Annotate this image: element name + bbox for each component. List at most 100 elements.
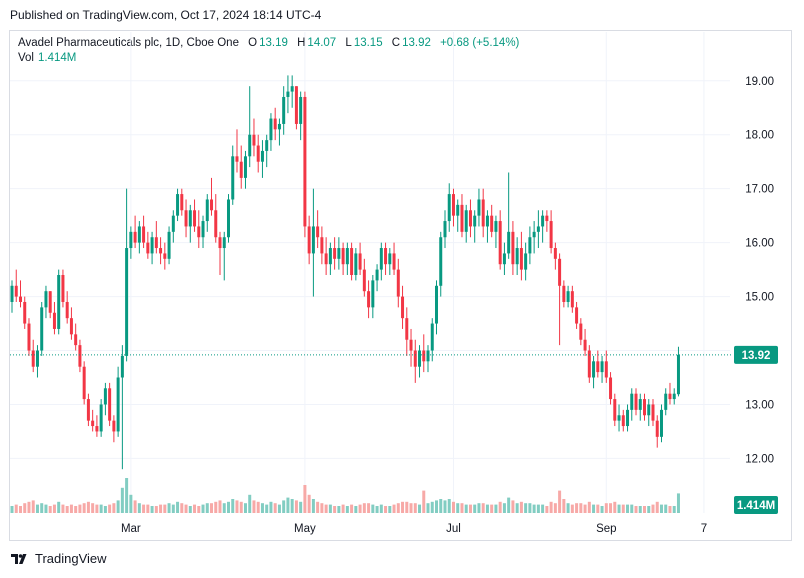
candle-body bbox=[23, 301, 27, 324]
tradingview-logo-icon bbox=[11, 553, 27, 564]
candle-body bbox=[371, 280, 375, 308]
candle-body bbox=[10, 285, 14, 302]
volume-bar bbox=[401, 501, 405, 513]
volume-bar bbox=[205, 503, 209, 513]
volume-bar bbox=[498, 501, 502, 513]
volume-bar bbox=[265, 504, 269, 513]
volume-bar bbox=[643, 506, 647, 513]
last-volume-badge bbox=[734, 496, 778, 514]
volume-bar bbox=[468, 504, 472, 513]
candle-body bbox=[184, 210, 188, 227]
candle-body bbox=[120, 355, 124, 378]
candle-body bbox=[668, 393, 672, 400]
volume-bar bbox=[99, 504, 103, 513]
footer-brand[interactable]: TradingView bbox=[10, 551, 107, 566]
volume-bar bbox=[137, 503, 141, 513]
candle-body bbox=[396, 269, 400, 297]
candle-body bbox=[95, 426, 99, 432]
last-price-label: 13.92 bbox=[742, 350, 771, 362]
volume-bar bbox=[617, 504, 621, 513]
volume-bar bbox=[494, 504, 498, 513]
open-value: 13.19 bbox=[259, 37, 288, 49]
candle-body bbox=[609, 377, 613, 400]
candle-body bbox=[18, 296, 22, 302]
candle-body bbox=[485, 215, 489, 227]
volume-bar bbox=[108, 504, 112, 513]
volume-bar bbox=[575, 503, 579, 513]
volume-bar bbox=[507, 497, 511, 513]
volume-bar bbox=[222, 503, 226, 513]
candle-body bbox=[502, 253, 506, 265]
volume-bar bbox=[418, 504, 422, 513]
volume-bar bbox=[239, 501, 243, 513]
candle-body bbox=[116, 377, 120, 432]
x-tick-label: Sep bbox=[596, 523, 616, 535]
candle-body bbox=[473, 215, 477, 227]
candle-body bbox=[676, 354, 680, 395]
volume-bar bbox=[146, 504, 150, 513]
candle-body bbox=[524, 253, 528, 270]
grid-lines bbox=[10, 32, 730, 513]
volume-bar bbox=[664, 504, 668, 513]
volume-bar bbox=[316, 501, 320, 513]
candle-body bbox=[494, 221, 498, 232]
candle-body bbox=[27, 323, 31, 351]
candle-body bbox=[260, 150, 264, 162]
candle-body bbox=[214, 210, 218, 238]
candle-body bbox=[294, 86, 298, 124]
candle-body bbox=[613, 399, 617, 421]
candle-body bbox=[604, 361, 608, 378]
last-volume-label: 1.414M bbox=[737, 500, 775, 512]
candle-body bbox=[664, 393, 668, 410]
candle-body bbox=[553, 248, 557, 259]
volume-bar bbox=[120, 487, 124, 513]
volume-bar bbox=[392, 504, 396, 513]
y-tick-label: 13.00 bbox=[745, 399, 774, 411]
volume-bar bbox=[112, 503, 116, 513]
candle-body bbox=[405, 318, 409, 340]
volume-bar bbox=[95, 504, 99, 513]
y-tick-label: 19.00 bbox=[745, 76, 774, 88]
published-caption: Published on TradingView.com, Oct 17, 20… bbox=[10, 8, 322, 22]
volume-bar bbox=[570, 504, 574, 513]
volume-bar bbox=[634, 506, 638, 513]
candle-body bbox=[345, 248, 349, 265]
volume-bar bbox=[197, 506, 201, 513]
high-value: 14.07 bbox=[307, 37, 337, 49]
volume-bar bbox=[294, 500, 298, 513]
volume-bar bbox=[460, 503, 464, 513]
candles bbox=[10, 75, 680, 470]
volume-bar bbox=[40, 503, 44, 513]
volume-bar bbox=[256, 501, 260, 513]
candle-body bbox=[133, 231, 137, 243]
volume-bar bbox=[592, 504, 596, 513]
candle-body bbox=[218, 237, 222, 249]
volume-bar bbox=[413, 503, 417, 513]
candle-body bbox=[316, 226, 320, 238]
candle-body bbox=[205, 199, 209, 222]
candle-body bbox=[65, 301, 69, 319]
volume-bar bbox=[545, 506, 549, 513]
candle-body bbox=[78, 345, 82, 367]
candle-body bbox=[626, 409, 630, 427]
volume-bar bbox=[528, 503, 532, 513]
candle-body bbox=[362, 269, 366, 292]
candle-body bbox=[507, 231, 511, 254]
x-tick-label: Jul bbox=[446, 523, 461, 535]
volume-bar bbox=[558, 490, 562, 513]
candle-body bbox=[583, 339, 587, 351]
y-tick-label: 16.00 bbox=[745, 238, 774, 250]
volume-bar bbox=[519, 501, 523, 513]
volume-bar bbox=[210, 503, 214, 513]
symbol-name[interactable]: Avadel Pharmaceuticals plc, 1D, Cboe One bbox=[18, 37, 239, 49]
candle-body bbox=[69, 318, 73, 335]
volume-bar bbox=[91, 503, 95, 513]
candle-body bbox=[197, 226, 201, 238]
volume-bar bbox=[596, 504, 600, 513]
volume-bar bbox=[388, 506, 392, 513]
candle-body bbox=[180, 194, 184, 211]
candle-body bbox=[341, 248, 345, 265]
volume-bar bbox=[277, 504, 281, 513]
candle-body bbox=[333, 248, 337, 259]
